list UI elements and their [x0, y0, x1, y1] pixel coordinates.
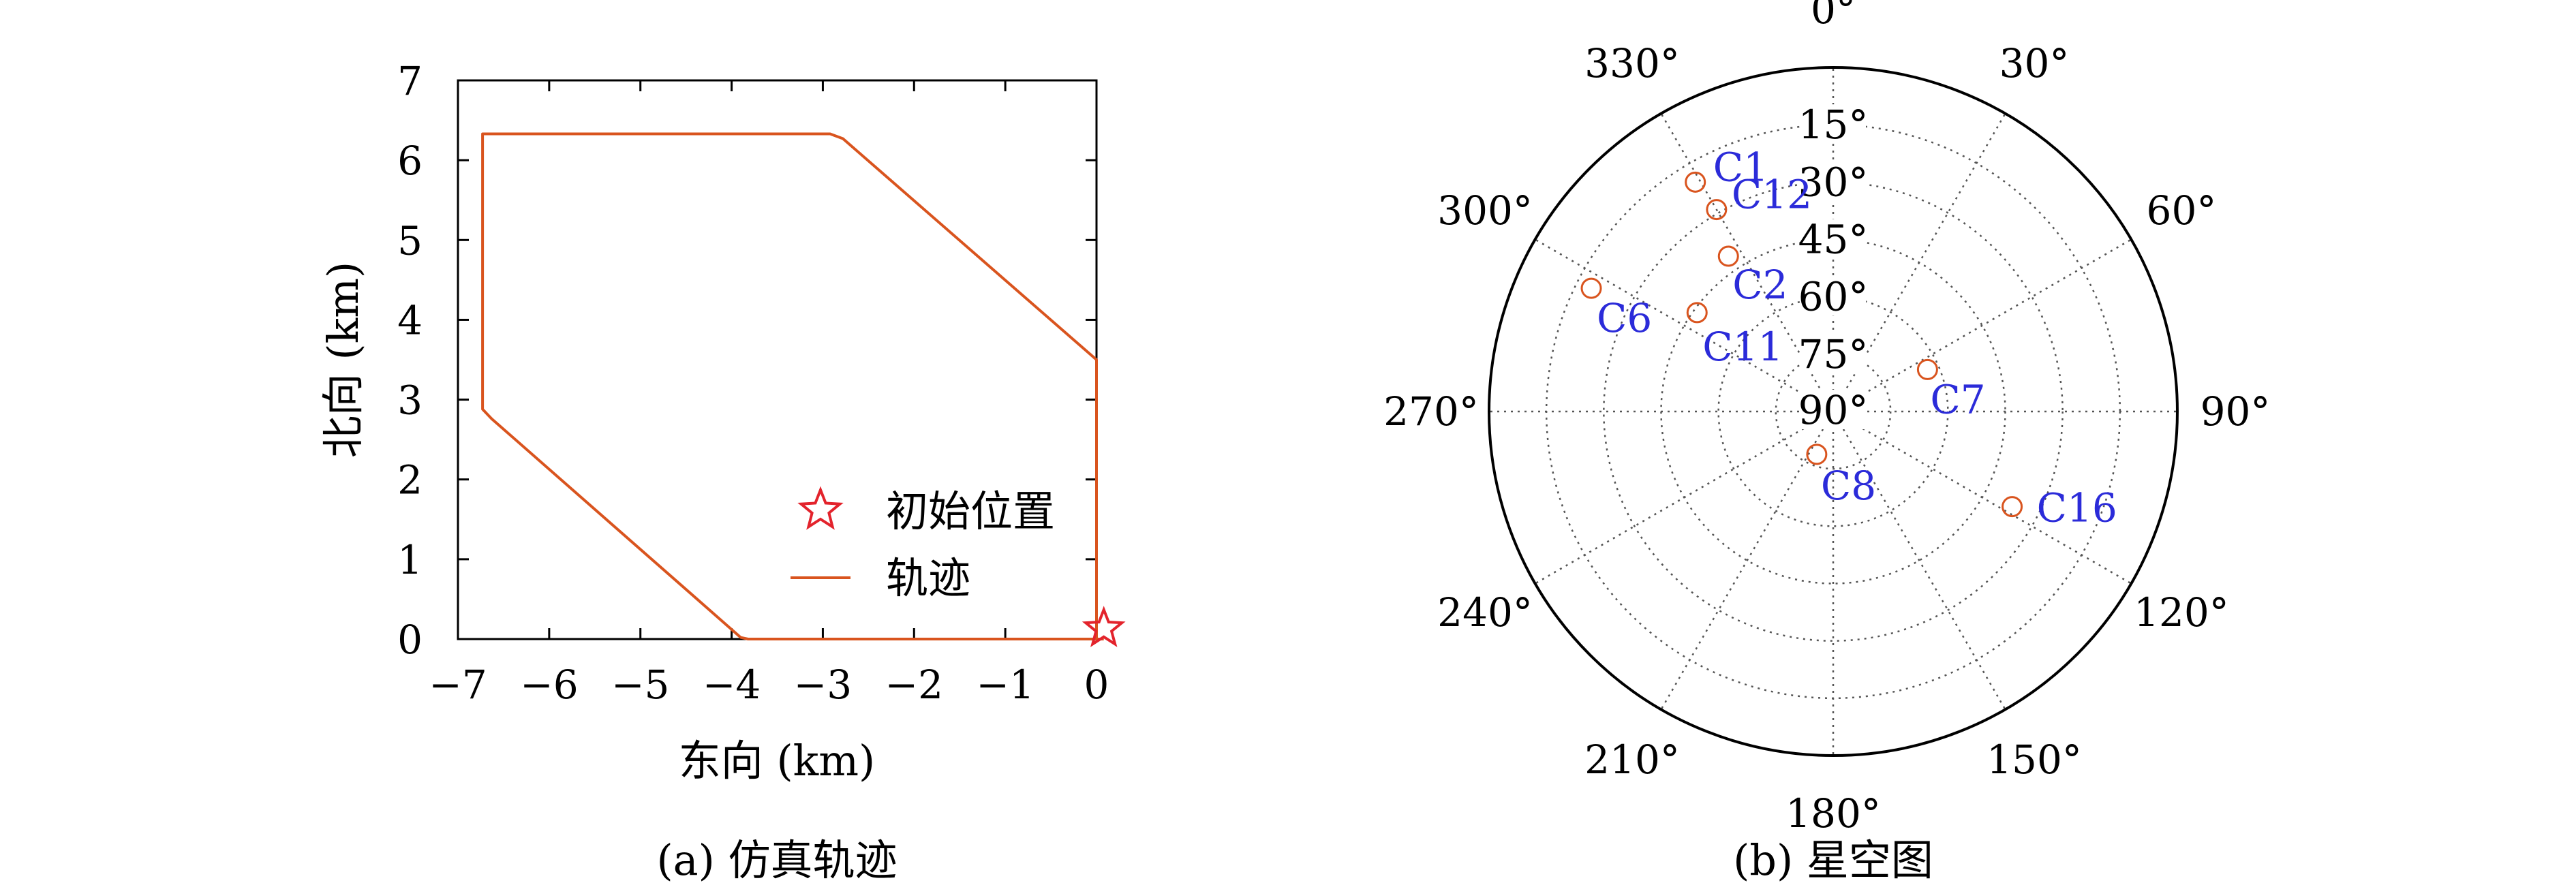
x-tick-label: −7: [429, 662, 487, 708]
azimuth-label: 240°: [1437, 589, 1533, 636]
legend: 初始位置 轨迹: [791, 486, 1055, 603]
satellite-c2: C2: [1717, 245, 1788, 308]
x-tick-label: −5: [611, 662, 670, 708]
azimuth-label: 180°: [1785, 790, 1881, 837]
azimuth-spoke: [1833, 410, 2132, 585]
satellite-label: C11: [1702, 324, 1783, 370]
satellite-marker: [1686, 302, 1708, 324]
azimuth-label: 330°: [1584, 40, 1680, 87]
satellite-label: C2: [1732, 262, 1788, 308]
satellite-label: C7: [1930, 376, 1985, 422]
y-tick-label: 0: [397, 617, 423, 663]
azimuth-label: 270°: [1383, 388, 1479, 435]
elevation-label: 45°: [1798, 217, 1869, 263]
x-tick-label: −3: [794, 662, 853, 708]
satellite-c8: C8: [1806, 444, 1876, 509]
satellite-marker: [2002, 496, 2023, 518]
caption-b: (b) 星空图: [1733, 835, 1933, 885]
x-axis-label: 东向 (km): [679, 736, 875, 786]
satellite-label: C8: [1821, 463, 1876, 509]
azimuth-spoke: [1832, 113, 2006, 412]
y-tick-label: 7: [397, 58, 423, 104]
azimuth-label: 30°: [1999, 40, 2070, 87]
elevation-ring: [1603, 181, 2064, 642]
azimuth-label: 0°: [1811, 0, 1856, 33]
azimuth-spoke: [1660, 113, 1835, 412]
elevation-label-bg: [1800, 161, 1866, 202]
satellite-label: C1: [1713, 144, 1768, 190]
x-tick-label: −4: [703, 662, 761, 708]
satellite-marker: [1916, 358, 1938, 380]
elevation-label: 90°: [1798, 387, 1869, 433]
azimuth-label: 300°: [1437, 187, 1533, 234]
legend-label-trajectory: 轨迹: [886, 553, 970, 603]
azimuth-spoke: [1535, 238, 1834, 413]
elevation-label: 60°: [1798, 274, 1869, 320]
satellite-c7: C7: [1916, 358, 1986, 422]
satellite-marker: [1717, 245, 1739, 267]
y-axis-label: 北向 (km): [318, 262, 368, 458]
trajectory-panel: −7 −6 −5 −4 −3 −2 −1 0 0 1 2 3 4 5 6 7 初始位置 轨迹 东向 (km)…: [318, 58, 1126, 885]
y-tick-label: 5: [397, 217, 423, 264]
satellite-marker: [1580, 277, 1602, 299]
legend-label-start: 初始位置: [886, 486, 1055, 536]
azimuth-spoke: [1660, 411, 1835, 710]
plot-frame: [457, 79, 1098, 640]
satellite-c12: C12: [1706, 172, 1812, 221]
elevation-label-bg: [1800, 390, 1866, 429]
elevation-label: 30°: [1798, 159, 1869, 205]
azimuth-label: 210°: [1584, 736, 1680, 783]
elevation-label-bg: [1800, 104, 1866, 144]
satellite-c6: C6: [1580, 277, 1652, 341]
trajectory-line: [481, 132, 1104, 640]
x-tick-labels: −7 −6 −5 −4 −3 −2 −1 0: [429, 662, 1109, 708]
horizon-circle: [1488, 66, 2179, 757]
x-tick-label: −1: [976, 662, 1034, 708]
y-tick-label: 1: [397, 537, 423, 583]
azimuth-spoke: [1535, 410, 1834, 585]
azimuth-label: 120°: [2134, 589, 2229, 636]
azimuth-label: 90°: [2201, 388, 2271, 435]
satellite-marker: [1685, 171, 1706, 193]
satellite-c16: C16: [2002, 485, 2117, 531]
satellite-marker: [1706, 199, 1728, 221]
x-tick-label: 0: [1084, 662, 1109, 708]
azimuth-spoke: [1833, 238, 2132, 413]
elevation-labels: 15° 30° 45° 60° 75° 90°: [1798, 102, 1869, 433]
elevation-ring: [1775, 353, 1892, 470]
elevation-label-bg: [1800, 276, 1866, 316]
azimuth-labels: 0° 30° 60° 90° 120° 150° 180° 210° 240° 270° 300° 3…: [1383, 0, 2270, 837]
elevation-label: 15°: [1798, 102, 1869, 148]
x-tick-label: −2: [885, 662, 944, 708]
satellite-label: C12: [1732, 172, 1812, 218]
elevation-label-bg: [1800, 333, 1866, 373]
satellite-label: C6: [1597, 295, 1652, 341]
elevation-label: 75°: [1798, 331, 1869, 377]
satellite-c1: C1: [1685, 144, 1768, 193]
legend-star-marker: [797, 486, 844, 530]
start-marker: [1082, 606, 1126, 647]
skyplot-panel: 0° 30° 60° 90° 120° 150° 180° 210° 240° 270° 300° 3…: [1383, 0, 2270, 885]
y-tick-label: 4: [397, 297, 423, 343]
elevation-label-bg: [1800, 219, 1866, 259]
y-tick-label: 3: [397, 377, 423, 424]
satellite-c11: C11: [1686, 302, 1783, 370]
y-tick-label: 6: [397, 138, 423, 184]
caption-a: (a) 仿真轨迹: [656, 835, 897, 885]
azimuth-spoke: [1832, 411, 2006, 710]
satellite-label: C16: [2037, 485, 2117, 531]
azimuth-label: 60°: [2147, 187, 2217, 234]
x-tick-label: −6: [520, 662, 579, 708]
satellite-marker: [1806, 444, 1828, 465]
axis-ticks: [457, 79, 1098, 640]
azimuth-label: 150°: [1987, 736, 2082, 783]
y-tick-label: 2: [397, 457, 423, 503]
y-tick-labels: 0 1 2 3 4 5 6 7: [397, 58, 423, 663]
